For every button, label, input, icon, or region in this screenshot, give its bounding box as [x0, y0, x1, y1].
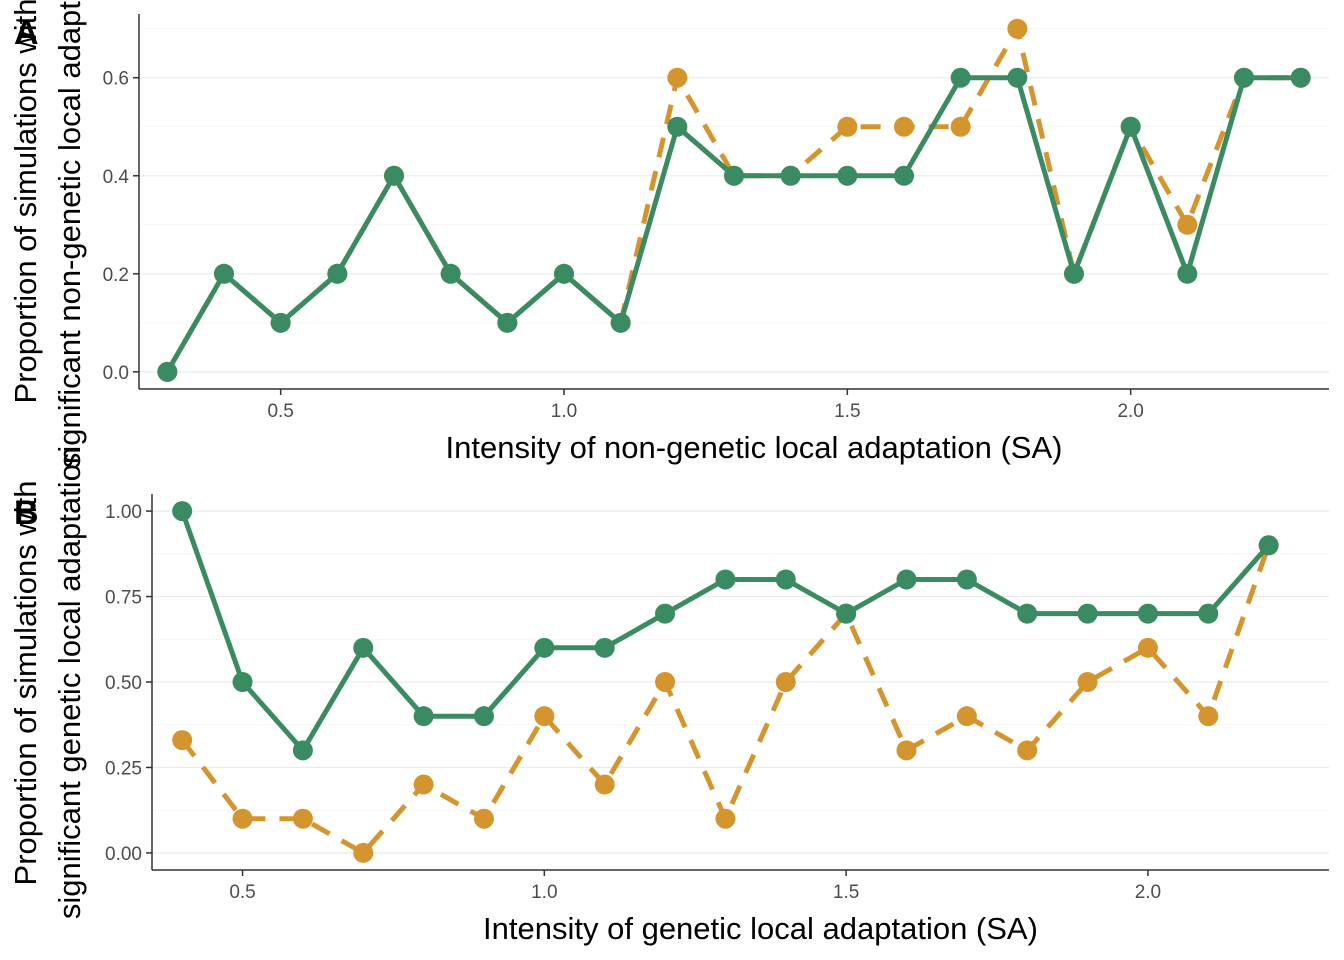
data-point-solid	[534, 637, 555, 658]
y-axis-title-line: Proportion of simulations with	[8, 0, 43, 403]
data-point-solid	[655, 603, 676, 624]
x-tick-label: 1.0	[531, 882, 557, 903]
data-point-solid	[1137, 603, 1158, 624]
data-point-solid	[214, 263, 234, 284]
data-point-solid	[157, 361, 178, 382]
data-point-solid	[384, 165, 404, 186]
y-tick-label: 1.00	[105, 502, 142, 523]
data-point-dashed	[1177, 214, 1198, 235]
data-point-solid	[894, 165, 914, 186]
data-point-solid	[837, 165, 858, 186]
data-point-dashed	[1137, 637, 1158, 658]
series-line-dashed	[165, 26, 1301, 374]
data-point-dashed	[950, 116, 971, 137]
x-tick-label: 1.0	[551, 401, 577, 422]
x-tick-label: 2.0	[1117, 401, 1143, 422]
data-point-dashed	[1007, 18, 1028, 39]
data-point-solid	[1077, 603, 1098, 624]
x-tick-label: 0.5	[267, 401, 293, 422]
data-point-solid	[956, 569, 977, 590]
data-point-dashed	[896, 740, 917, 761]
y-tick-label: 0.0	[103, 363, 129, 384]
data-point-solid	[724, 165, 744, 186]
data-point-dashed	[413, 774, 434, 795]
data-point-solid	[594, 637, 615, 658]
x-tick-label: 1.5	[834, 401, 860, 422]
data-point-dashed	[715, 808, 736, 829]
data-point-solid	[715, 569, 736, 590]
y-tick-label: 0.6	[103, 69, 129, 90]
data-point-dashed	[232, 808, 253, 829]
data-point-dashed	[1198, 706, 1219, 727]
data-point-dashed	[956, 706, 977, 727]
data-point-solid	[1064, 263, 1084, 284]
data-point-dashed	[353, 842, 374, 863]
data-point-dashed	[172, 730, 193, 751]
x-axis-title: Intensity of non-genetic local adaptatio…	[446, 430, 1063, 465]
data-point-dashed	[473, 808, 494, 829]
data-point-solid	[610, 312, 631, 333]
data-point-solid	[896, 569, 917, 590]
y-axis-title-line: Proportion of simulations with	[8, 481, 43, 886]
data-point-solid	[1017, 603, 1038, 624]
data-point-dashed	[534, 706, 555, 727]
data-point-dashed	[594, 774, 615, 795]
data-point-solid	[1007, 67, 1028, 88]
data-point-solid	[327, 263, 348, 284]
data-point-solid	[292, 740, 313, 761]
data-point-solid	[836, 603, 857, 624]
data-point-solid	[440, 263, 461, 284]
panel-b: 0.00 0.25 0.50 0.75 1.00 0.5 1.0 1.5 2.0 Intensit…	[8, 447, 1329, 946]
data-point-solid	[1198, 603, 1219, 624]
data-point-solid	[950, 67, 971, 88]
data-point-solid	[497, 312, 518, 333]
y-axis-title-line: significant genetic local adaptation	[52, 447, 87, 919]
y-tick-label: 0.75	[105, 588, 142, 609]
x-tick-label: 1.5	[833, 882, 859, 903]
data-point-solid	[413, 706, 434, 727]
data-point-dashed	[1017, 740, 1038, 761]
data-point-solid	[1120, 116, 1141, 137]
y-axis-title-line: significant non-genetic local adaptation	[52, 0, 87, 468]
data-point-dashed	[1077, 672, 1098, 692]
data-point-solid	[270, 312, 291, 333]
data-point-solid	[1258, 535, 1279, 556]
series-line-dashed	[180, 544, 1271, 856]
data-point-dashed	[655, 672, 676, 692]
y-tick-label: 0.2	[103, 265, 129, 286]
series-line-solid	[179, 510, 1271, 753]
data-point-solid	[775, 569, 796, 590]
panel-tag: A	[14, 14, 39, 52]
panel-a: 0.0 0.2 0.4 0.6 0.5 1.0 1.5 2.0 Intensity of non…	[8, 0, 1329, 468]
data-point-solid	[232, 672, 253, 692]
x-tick-label: 2.0	[1135, 882, 1161, 903]
data-point-dashed	[894, 116, 914, 137]
data-point-solid	[1177, 263, 1198, 284]
panel-tag: B	[14, 494, 39, 532]
x-axis-title: Intensity of genetic local adaptation (S…	[483, 911, 1038, 946]
data-point-dashed	[775, 672, 796, 692]
data-point-dashed	[292, 808, 313, 829]
data-point-solid	[353, 637, 374, 658]
data-point-solid	[473, 706, 494, 727]
y-tick-label: 0.4	[103, 167, 130, 188]
data-point-dashed	[667, 67, 688, 88]
y-tick-label: 0.25	[105, 758, 142, 779]
y-tick-label: 0.50	[105, 673, 142, 694]
data-point-solid	[172, 501, 193, 522]
y-tick-label: 0.00	[105, 844, 142, 865]
data-point-solid	[667, 116, 688, 137]
data-point-solid	[554, 263, 574, 284]
data-point-dashed	[837, 116, 858, 137]
data-point-solid	[1234, 67, 1254, 88]
data-point-solid	[1290, 67, 1311, 88]
data-point-solid	[780, 165, 801, 186]
x-tick-label: 0.5	[229, 882, 255, 903]
